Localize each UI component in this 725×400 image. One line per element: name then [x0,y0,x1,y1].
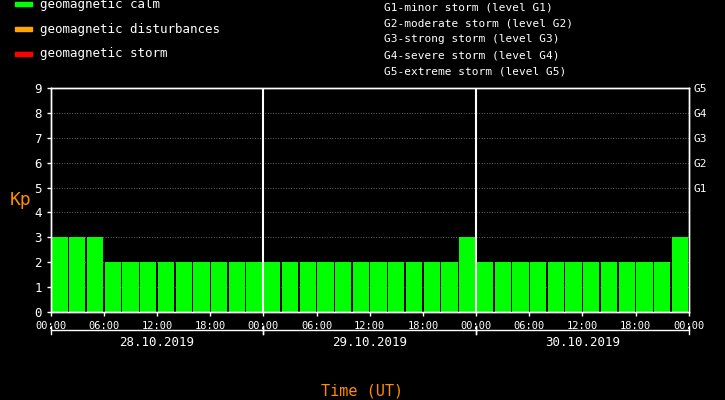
Bar [299,262,316,312]
Bar [194,262,210,312]
Text: 29.10.2019: 29.10.2019 [332,336,407,349]
Bar [87,237,103,312]
Text: 30.10.2019: 30.10.2019 [545,336,620,349]
Bar [654,262,671,312]
Bar [406,262,422,312]
Bar [228,262,245,312]
Bar [547,262,564,312]
Bar [14,2,33,6]
Bar [175,262,192,312]
Bar [530,262,546,312]
Bar [51,237,67,312]
Bar [388,262,405,312]
Bar [442,262,457,312]
Bar [123,262,138,312]
Bar [14,52,33,56]
Text: G3-strong storm (level G3): G3-strong storm (level G3) [384,34,560,44]
Bar [211,262,227,312]
Bar [601,262,617,312]
Text: G2-moderate storm (level G2): G2-moderate storm (level G2) [384,18,573,28]
Bar [282,262,298,312]
Bar [140,262,157,312]
Text: geomagnetic storm: geomagnetic storm [40,47,167,60]
Bar [353,262,369,312]
Text: G5-extreme storm (level G5): G5-extreme storm (level G5) [384,66,566,76]
Text: 28.10.2019: 28.10.2019 [120,336,194,349]
Bar [583,262,600,312]
Bar [264,262,281,312]
Bar [459,237,476,312]
Bar [335,262,352,312]
Text: geomagnetic calm: geomagnetic calm [40,0,160,11]
Bar [513,262,529,312]
Bar [423,262,440,312]
Bar [14,27,33,31]
Bar [318,262,334,312]
Bar [637,262,652,312]
Bar [69,237,86,312]
Text: G4-severe storm (level G4): G4-severe storm (level G4) [384,50,560,60]
Bar [370,262,386,312]
Bar [618,262,635,312]
Bar [247,262,262,312]
Text: G1-minor storm (level G1): G1-minor storm (level G1) [384,3,553,13]
Bar [158,262,174,312]
Bar [477,262,493,312]
Bar [494,262,511,312]
Text: Time (UT): Time (UT) [321,384,404,399]
Bar [672,237,688,312]
Bar [566,262,581,312]
Y-axis label: Kp: Kp [9,191,31,209]
Bar [104,262,121,312]
Text: geomagnetic disturbances: geomagnetic disturbances [40,22,220,36]
